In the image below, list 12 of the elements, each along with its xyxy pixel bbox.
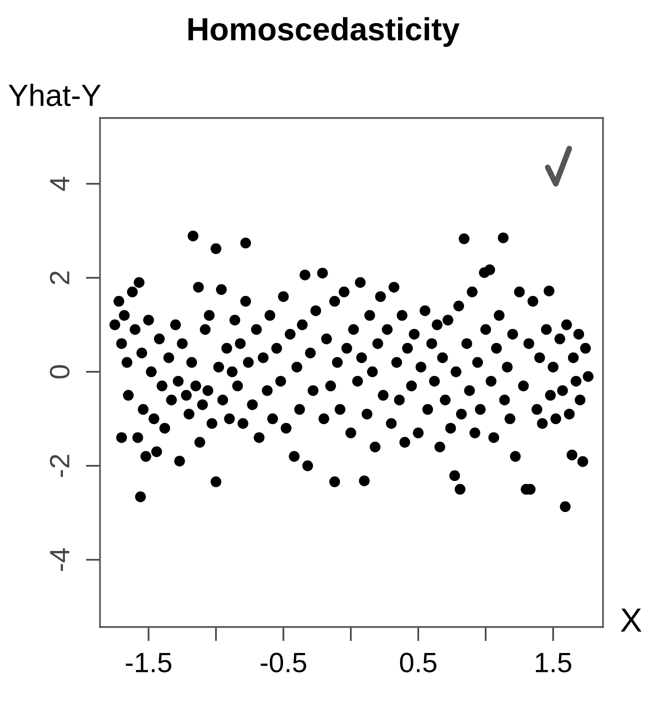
y-tick-label: -2 <box>50 454 70 477</box>
y-tick-label: 4 <box>50 176 70 191</box>
x-tick-label: 1.5 <box>536 653 572 672</box>
x-tick-label: 0.5 <box>400 652 436 672</box>
y-tick-label: -4 <box>50 548 70 571</box>
x-tick-label: -1.5 <box>126 653 172 672</box>
chart-title: Homoscedasticity <box>188 17 460 47</box>
x-axis-title: X <box>620 608 642 632</box>
y-tick-label: 0 <box>50 365 70 378</box>
y-axis-title: Yhat-Y <box>8 84 101 106</box>
x-tick-label: -0.5 <box>260 652 306 672</box>
y-tick-label: 2 <box>50 271 70 284</box>
